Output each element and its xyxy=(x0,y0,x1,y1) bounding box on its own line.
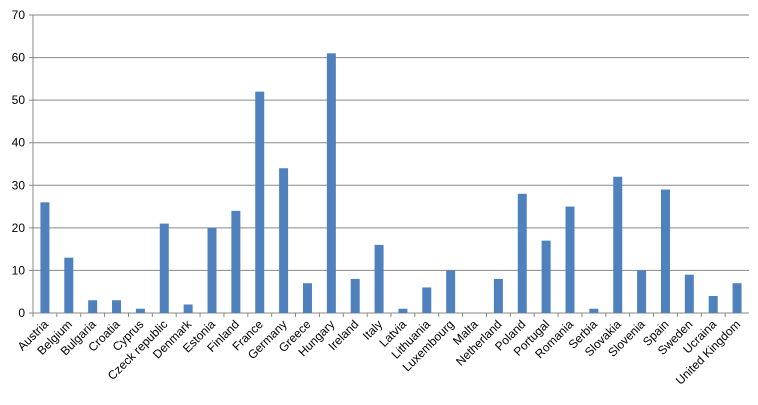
bar xyxy=(255,91,265,313)
bar xyxy=(446,270,456,313)
bar xyxy=(517,193,527,313)
bar xyxy=(40,202,50,313)
bar xyxy=(159,223,169,313)
bar xyxy=(565,206,575,313)
y-tick-label: 10 xyxy=(12,263,26,277)
bar xyxy=(279,168,289,313)
bar xyxy=(589,308,599,313)
bar xyxy=(660,189,670,313)
bar xyxy=(112,300,122,313)
bar xyxy=(732,283,742,313)
bar xyxy=(231,210,241,313)
bar xyxy=(326,53,336,314)
bar xyxy=(541,240,551,313)
bar xyxy=(708,295,718,313)
bar xyxy=(374,244,384,313)
bar xyxy=(350,278,360,313)
bar xyxy=(398,308,408,313)
y-tick-label: 70 xyxy=(12,8,26,22)
y-tick-label: 60 xyxy=(12,51,26,65)
y-tick-label: 50 xyxy=(12,93,26,107)
bar xyxy=(88,300,98,313)
bar xyxy=(302,283,312,313)
bar xyxy=(64,257,74,313)
y-tick-label: 20 xyxy=(12,221,26,235)
bar xyxy=(135,308,145,313)
bar xyxy=(613,176,623,313)
bar xyxy=(422,287,432,313)
bar xyxy=(637,270,647,313)
y-tick-label: 30 xyxy=(12,178,26,192)
y-tick-label: 0 xyxy=(18,306,25,320)
bar xyxy=(684,274,694,313)
bar xyxy=(493,278,503,313)
bar xyxy=(183,304,193,313)
bar xyxy=(207,227,217,313)
y-tick-label: 40 xyxy=(12,136,26,150)
